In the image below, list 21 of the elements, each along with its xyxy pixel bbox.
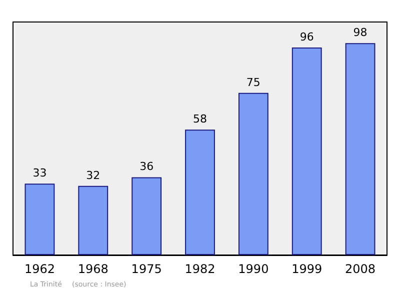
x-tick-label: 1975	[131, 262, 162, 276]
x-tick-label: 1999	[292, 262, 322, 276]
x-tick-label: 1990	[238, 262, 269, 276]
bar	[24, 184, 55, 255]
bar	[185, 130, 215, 255]
data-label: 33	[32, 166, 47, 180]
bar	[132, 177, 162, 255]
data-label: 96	[300, 30, 314, 44]
bar	[292, 48, 322, 255]
bar	[78, 186, 108, 255]
x-tick-label: 2008	[345, 262, 376, 276]
x-tick-label: 1962	[24, 262, 55, 276]
data-label: 32	[86, 168, 100, 182]
bar	[345, 43, 376, 255]
x-tick-label: 1968	[78, 262, 108, 276]
data-label: 58	[193, 112, 207, 126]
bar	[238, 92, 268, 255]
data-label: 36	[140, 160, 154, 174]
data-label: 75	[246, 76, 260, 89]
data-label: 98	[353, 26, 368, 40]
x-tick-label: 1982	[184, 262, 216, 276]
